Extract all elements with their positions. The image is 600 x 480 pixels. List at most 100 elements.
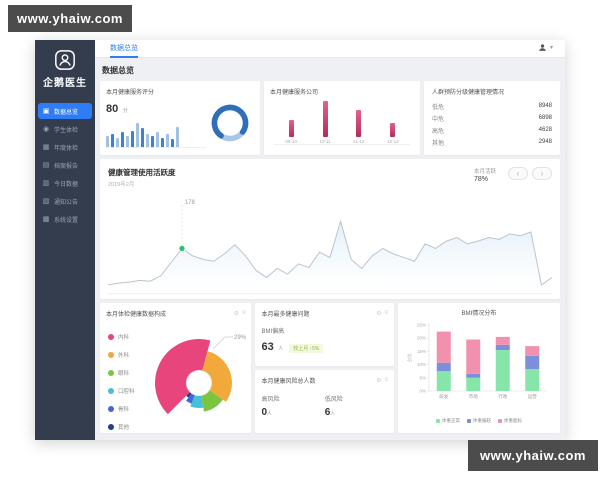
booking-bar-label: 09-10 (285, 139, 297, 144)
score-bar (176, 127, 179, 147)
bmi-legend: 体重正常 体重偏轻 体重超标 (436, 418, 522, 424)
svg-text:178: 178 (185, 200, 196, 206)
sidebar-item-年度体检[interactable]: ▦年度体检 (38, 139, 92, 155)
score-bar-chart (106, 120, 206, 148)
svg-text:市场: 市场 (469, 393, 478, 400)
svg-text:运营: 运营 (528, 393, 537, 400)
bmi-legend-item-体重偏轻[interactable]: 体重偏轻 (467, 418, 491, 424)
svg-text:10%: 10% (417, 362, 426, 367)
topbar: 数据总览 ▾ (95, 40, 565, 58)
sidebar-item-数据总览[interactable]: ▣数据总览 (38, 103, 92, 119)
svg-text:29%: 29% (234, 335, 247, 341)
score-bar (131, 131, 134, 147)
legend-dot (467, 419, 471, 423)
bmi-legend-item-体重超标[interactable]: 体重超标 (498, 418, 522, 424)
score-bar (136, 123, 139, 147)
score-bar (166, 134, 169, 147)
legend-item-其他[interactable]: 其他 (108, 423, 135, 431)
sidebar-item-label: 系统设置 (54, 215, 78, 224)
legend-item-眼科[interactable]: 眼科 (108, 369, 135, 377)
svg-text:占比: 占比 (406, 353, 413, 362)
sidebar: 企鹅医生 ▣数据总览 ◉学生体检 ▦年度体检 ▤档案报告 ▥ 今日数据 ▧通知公告 ▩ 系统设置 (35, 40, 95, 440)
stacked-bar-segment (525, 369, 539, 391)
settings-icon[interactable]: ⚙ (234, 310, 239, 317)
row-label: 低危 (432, 102, 444, 111)
legend-label: 骨科 (118, 405, 129, 413)
legend-label: 其他 (118, 423, 129, 431)
sidebar-item-系统设置[interactable]: ▩ 系统设置 (38, 211, 92, 227)
legend-dot (108, 334, 114, 340)
booking-bar-label: 11-12 (353, 139, 364, 144)
sidebar-item-今日数据[interactable]: ▥ 今日数据 (38, 175, 92, 191)
risk-unit: 人 (330, 411, 335, 417)
legend-dot (108, 352, 114, 358)
legend-item-外科[interactable]: 外科 (108, 351, 135, 359)
score-bar (111, 134, 114, 148)
trend-badge: 较上月 ↑5% (289, 344, 323, 353)
legend-item-内科[interactable]: 内科 (108, 333, 135, 341)
coverage-table: 低危8948中危6898高危4628其他2948 (432, 100, 552, 148)
menu-icon[interactable]: ≡ (384, 310, 388, 317)
legend-item-骨科[interactable]: 骨科 (108, 405, 135, 413)
user-menu[interactable]: ▾ (538, 43, 553, 52)
card-activity: 健康管理使用活跃度 2019年2月 本月活跃 78% ‹ › 178 (100, 159, 560, 299)
card-booking: 本月健康服务公司 09-1010-1111-1212-13 (264, 81, 420, 155)
content-area: 数据总览 本月健康服务评分 80 分 (95, 58, 565, 440)
sidebar-item-label: 通知公告 (54, 197, 78, 206)
score-bar (106, 136, 109, 147)
legend-label: 体重超标 (504, 418, 522, 424)
score-bar (146, 134, 149, 147)
score-bar (141, 128, 144, 147)
tab-data-overview[interactable]: 数据总览 (110, 43, 138, 58)
prev-button[interactable]: ‹ (508, 167, 528, 180)
rose-pie-chart: 29% (153, 327, 249, 434)
stacked-bar-segment (437, 371, 451, 391)
row-value: 4628 (539, 127, 552, 133)
card-title: 人群预防分级健康管理情况 (432, 87, 552, 96)
sidebar-item-学生体检[interactable]: ◉学生体检 (38, 121, 92, 137)
table-row: 低危 8948 (432, 100, 552, 112)
score-bar (151, 136, 154, 147)
sidebar-item-label: 今日数据 (54, 179, 78, 188)
chevron-down-icon: ▾ (550, 44, 553, 51)
svg-text:25%: 25% (417, 323, 426, 328)
card-title: 本月健康服务评分 (106, 87, 254, 96)
score-donut-chart (206, 96, 254, 149)
score-unit: 分 (123, 108, 128, 114)
booking-bar-chart: 09-1010-1111-1212-13 (274, 105, 410, 145)
menu-icon[interactable]: ≡ (242, 310, 246, 317)
legend-dot (108, 406, 114, 412)
table-row: 中危6898 (432, 112, 552, 124)
settings-icon[interactable]: ⚙ (376, 310, 381, 317)
row-value: 8948 (539, 103, 552, 109)
legend-label: 内科 (118, 333, 129, 341)
logo-icon (54, 49, 76, 71)
row-label: 其他 (432, 138, 444, 147)
sidebar-item-档案报告[interactable]: ▤档案报告 (38, 157, 92, 173)
card-title: BMI情况分布 (462, 308, 497, 317)
legend-dot (108, 370, 114, 376)
sidebar-item-icon: ▥ (42, 179, 50, 187)
legend-item-口腔科[interactable]: 口腔科 (108, 387, 135, 395)
settings-icon[interactable]: ⚙ (376, 377, 381, 384)
card-monthly-score: 本月健康服务评分 80 分 (100, 81, 260, 155)
legend-label: 眼科 (118, 369, 129, 377)
app-logo: 企鹅医生 (35, 40, 95, 89)
stat-value: 78% (474, 176, 496, 183)
score-bar (121, 132, 124, 147)
bmi-legend-item-体重正常[interactable]: 体重正常 (436, 418, 460, 424)
sidebar-item-通知公告[interactable]: ▧通知公告 (38, 193, 92, 209)
score-bar (161, 138, 164, 147)
menu-icon[interactable]: ≡ (384, 377, 388, 384)
card-composition: 本月体检健康数据构成 ⚙ ≡ 内科外科眼科口腔科骨科其他 29% (100, 303, 251, 433)
booking-bar-group: 12-13 (387, 123, 399, 144)
stacked-bar-segment (466, 374, 480, 378)
card-title: 本月健康风险总人数 (261, 376, 315, 385)
risk-label: 高风险 (261, 394, 324, 403)
sidebar-item-label: 档案报告 (54, 161, 78, 170)
watermark-bottom: www.yhaiw.com (468, 440, 598, 471)
sidebar-item-icon: ▩ (42, 215, 50, 223)
stacked-bar-segment (496, 337, 510, 345)
stacked-bar-segment (466, 340, 480, 374)
next-button[interactable]: › (532, 167, 552, 180)
